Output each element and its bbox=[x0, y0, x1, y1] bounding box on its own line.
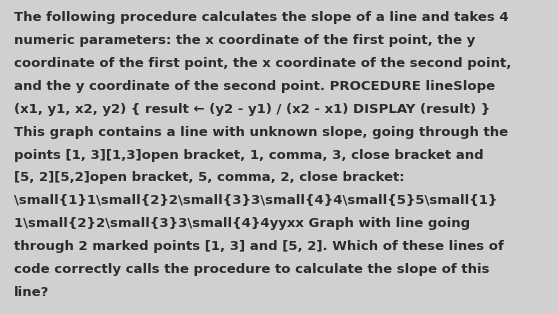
Text: code correctly calls the procedure to calculate the slope of this: code correctly calls the procedure to ca… bbox=[14, 263, 489, 276]
Text: [5, 2][5,2]open bracket, 5, comma, 2, close bracket:: [5, 2][5,2]open bracket, 5, comma, 2, cl… bbox=[14, 171, 405, 184]
Text: coordinate of the first point, the x coordinate of the second point,: coordinate of the first point, the x coo… bbox=[14, 57, 511, 70]
Text: \small{1}1\small{2}2\small{3}3\small{4}4\small{5}5\small{1}: \small{1}1\small{2}2\small{3}3\small{4}4… bbox=[14, 194, 497, 207]
Text: line?: line? bbox=[14, 286, 49, 299]
Text: and the y coordinate of the second point. PROCEDURE lineSlope: and the y coordinate of the second point… bbox=[14, 80, 495, 93]
Text: The following procedure calculates the slope of a line and takes 4: The following procedure calculates the s… bbox=[14, 11, 508, 24]
Text: (x1, y1, x2, y2) { result ← (y2 - y1) / (x2 - x1) DISPLAY (result) }: (x1, y1, x2, y2) { result ← (y2 - y1) / … bbox=[14, 103, 490, 116]
Text: numeric parameters: the x coordinate of the first point, the y: numeric parameters: the x coordinate of … bbox=[14, 34, 475, 47]
Text: This graph contains a line with unknown slope, going through the: This graph contains a line with unknown … bbox=[14, 126, 508, 138]
Text: through 2 marked points [1, 3] and [5, 2]. Which of these lines of: through 2 marked points [1, 3] and [5, 2… bbox=[14, 240, 504, 253]
Text: 1\small{2}2\small{3}3\small{4}4yyxx Graph with line going: 1\small{2}2\small{3}3\small{4}4yyxx Grap… bbox=[14, 217, 470, 230]
Text: points [1, 3][1,3]open bracket, 1, comma, 3, close bracket and: points [1, 3][1,3]open bracket, 1, comma… bbox=[14, 149, 484, 161]
